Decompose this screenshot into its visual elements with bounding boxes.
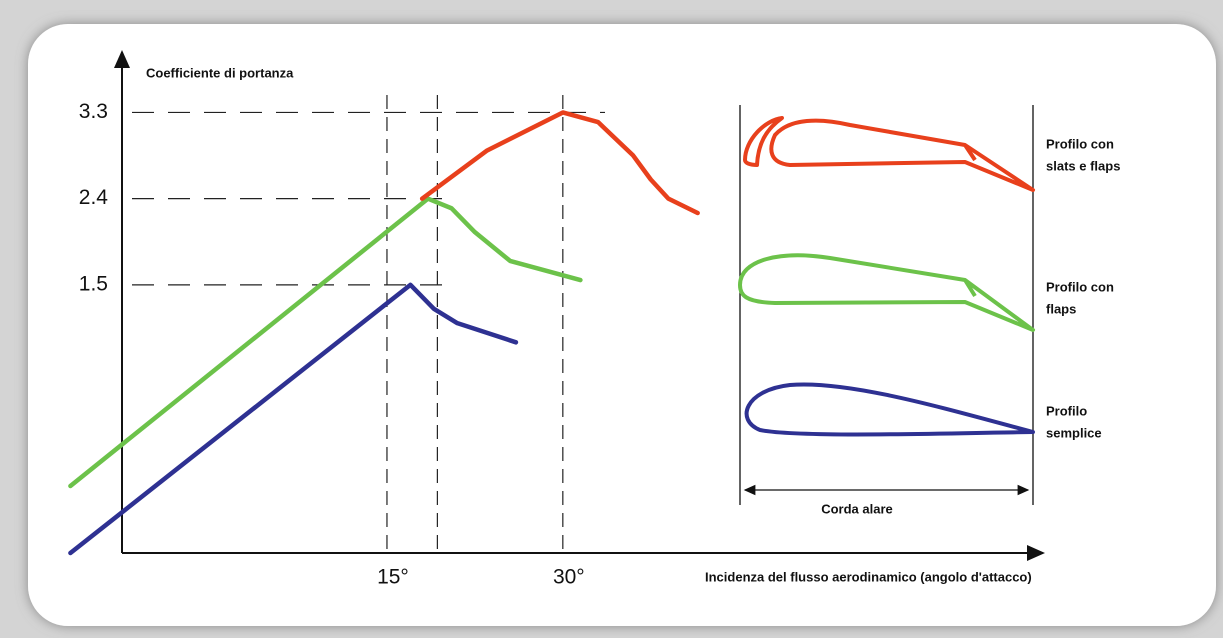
airfoil — [744, 382, 1035, 437]
profile-label: flaps — [1046, 301, 1076, 316]
panel — [28, 24, 1216, 626]
line — [419, 110, 700, 216]
line — [68, 196, 583, 489]
profile-label: Profilo con — [1046, 279, 1114, 294]
y-tick-label: 3.3 — [79, 100, 108, 123]
airfoil — [769, 118, 1035, 192]
x-axis-label: Incidenza del flusso aerodinamico (angol… — [705, 569, 1032, 584]
profile-label: semplice — [1046, 425, 1102, 440]
airfoil — [738, 253, 1035, 332]
profile-label: Profilo con — [1046, 136, 1114, 151]
airfoil — [743, 116, 784, 167]
profile-label: Profilo — [1046, 403, 1087, 418]
y-tick-label: 1.5 — [79, 272, 108, 295]
chord-label: Corda alare — [821, 501, 893, 516]
line — [68, 282, 519, 556]
y-tick-label: 2.4 — [79, 186, 109, 209]
x-tick-label: 30° — [553, 566, 585, 589]
y-axis-label: Coefficiente di portanza — [146, 65, 294, 80]
profile-label: slats e flaps — [1046, 158, 1120, 173]
x-tick-label: 15° — [377, 566, 409, 589]
